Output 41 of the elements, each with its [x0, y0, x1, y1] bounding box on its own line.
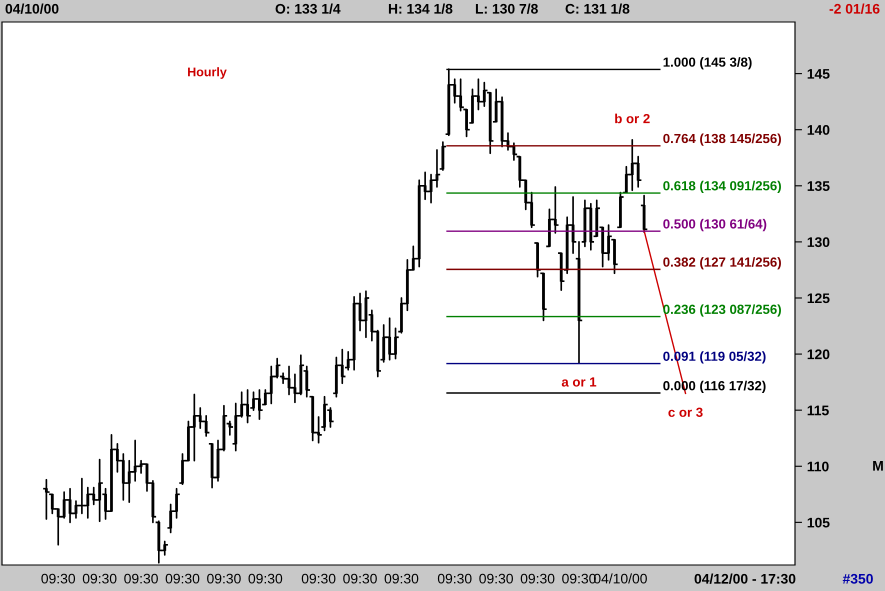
- annotation: 1.000 (145 3/8): [664, 57, 752, 70]
- text: C: 131 1/8: [566, 4, 630, 14]
- text: 04/12/00 - 17:30: [694, 574, 796, 584]
- y-tick-label: 110: [808, 462, 829, 472]
- annotation: a or 1: [562, 377, 596, 387]
- text: Hourly: [188, 67, 227, 79]
- x-tick-label: 09:30: [124, 574, 158, 584]
- y-tick-label: 135: [808, 181, 830, 191]
- text: H: 134 1/8: [388, 4, 452, 14]
- y-tick-label: 125: [808, 293, 830, 304]
- annotation: 0.500 (130 61/64): [663, 218, 766, 232]
- text: M: [873, 461, 883, 471]
- x-tick-label: 09:30: [248, 574, 282, 584]
- text: L: 130 7/8: [476, 4, 538, 14]
- text: #350: [842, 574, 873, 584]
- x-tick-label: 09:30: [82, 574, 116, 584]
- x-tick-label: 04/10/00: [594, 573, 647, 584]
- y-tick-label: 145: [808, 69, 830, 79]
- x-tick-label: 09:30: [207, 574, 241, 584]
- text: O: 133 1/4: [276, 4, 341, 14]
- x-tick-label: 09:30: [479, 574, 513, 584]
- text: -2 01/16: [830, 4, 880, 14]
- y-tick-label: 130: [808, 237, 830, 248]
- annotation: 0.764 (138 145/256): [663, 133, 781, 146]
- x-tick-label: 09:30: [166, 574, 200, 584]
- y-tick-label: 120: [808, 349, 830, 360]
- y-tick-label: 105: [808, 518, 830, 528]
- annotation: c or 3: [668, 408, 703, 417]
- x-tick-label: 09:30: [302, 574, 336, 584]
- text: 04/10/00: [6, 4, 58, 14]
- x-tick-label: 09:30: [562, 574, 596, 584]
- x-tick-label: 09:30: [343, 574, 377, 584]
- x-tick-label: 09:30: [41, 574, 76, 584]
- x-tick-label: 09:30: [520, 574, 554, 584]
- x-tick-label: 09:30: [438, 574, 472, 584]
- annotation: 0.382 (127 141/256): [663, 257, 781, 270]
- annotation: 0.618 (134 091/256): [663, 180, 781, 194]
- y-tick-label: 140: [808, 125, 830, 135]
- annotation: b or 2: [615, 114, 650, 124]
- x-tick-label: 09:30: [384, 574, 418, 584]
- y-tick-label: 115: [808, 406, 829, 416]
